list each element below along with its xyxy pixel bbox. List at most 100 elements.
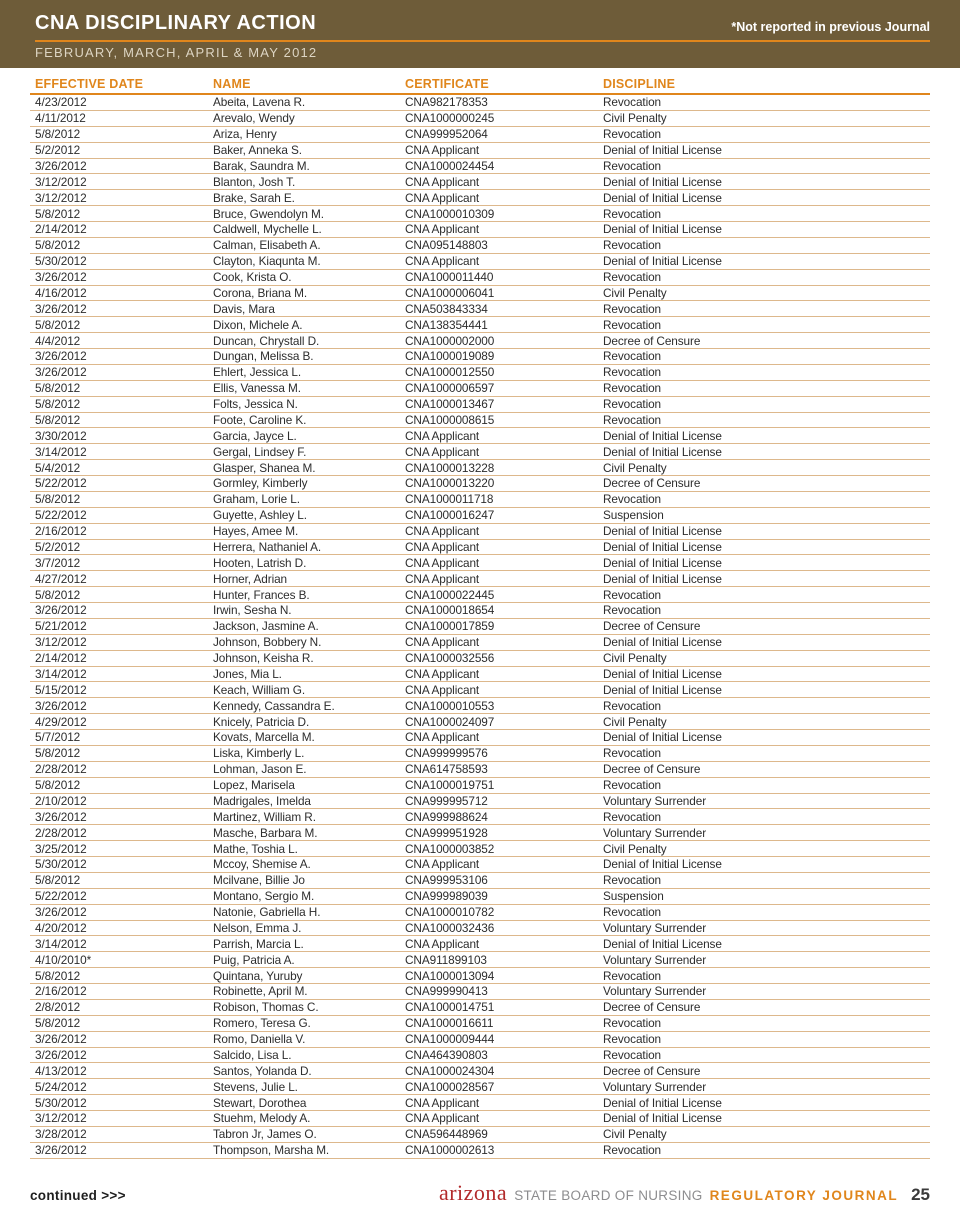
cell-effective-date: 5/8/2012: [35, 968, 81, 983]
cell-discipline: Voluntary Surrender: [603, 1079, 707, 1094]
cell-discipline: Civil Penalty: [603, 285, 667, 300]
cell-certificate: CNA Applicant: [405, 524, 480, 539]
cell-certificate: CNA503843334: [405, 301, 488, 316]
cell-discipline: Denial of Initial License: [603, 174, 722, 189]
cell-effective-date: 5/22/2012: [35, 476, 87, 491]
cell-name: Kennedy, Cassandra E.: [213, 698, 335, 713]
cell-name: Dixon, Michele A.: [213, 317, 303, 332]
table-row: 4/16/2012 Corona, Briana M. CNA1000006041 C…: [30, 286, 930, 302]
cell-certificate: CNA1000010782: [405, 905, 495, 920]
cell-effective-date: 4/10/2010*: [35, 952, 92, 967]
cell-effective-date: 3/26/2012: [35, 698, 87, 713]
cell-certificate: CNA1000002613: [405, 1143, 495, 1158]
cell-discipline: Revocation: [603, 365, 662, 380]
header-rule: [35, 40, 930, 42]
table-row: 5/8/2012 Quintana, Yuruby CNA1000013094 Rev…: [30, 968, 930, 984]
table-row: 4/20/2012 Nelson, Emma J. CNA1000032436 Vol…: [30, 921, 930, 937]
cell-certificate: CNA Applicant: [405, 190, 480, 205]
table-row: 2/14/2012 Caldwell, Mychelle L. CNA Applic…: [30, 222, 930, 238]
cell-name: Robinette, April M.: [213, 984, 308, 999]
cell-name: Davis, Mara: [213, 301, 275, 316]
table-row: 2/14/2012 Johnson, Keisha R. CNA1000032556…: [30, 651, 930, 667]
table-row: 5/30/2012 Stewart, Dorothea CNA Applicant D…: [30, 1095, 930, 1111]
cell-certificate: CNA1000032436: [405, 920, 495, 935]
cell-certificate: CNA999953106: [405, 873, 488, 888]
cell-discipline: Denial of Initial License: [603, 635, 722, 650]
cell-certificate: CNA1000002000: [405, 333, 495, 348]
cell-effective-date: 5/2/2012: [35, 143, 81, 158]
page-footer: continued >>> arizona STATE BOARD OF NUR…: [30, 1180, 930, 1206]
cell-name: Gergal, Lindsey F.: [213, 444, 307, 459]
cell-name: Lopez, Marisela: [213, 778, 295, 793]
cell-discipline: Denial of Initial License: [603, 1111, 722, 1126]
cell-name: Duncan, Chrystall D.: [213, 333, 320, 348]
cell-discipline: Decree of Censure: [603, 333, 701, 348]
cell-discipline: Denial of Initial License: [603, 936, 722, 951]
table-body: 4/23/2012 Abeita, Lavena R. CNA982178353 Re…: [30, 95, 930, 1159]
cell-name: Robison, Thomas C.: [213, 1000, 319, 1015]
cell-name: Santos, Yolanda D.: [213, 1063, 312, 1078]
cell-name: Johnson, Keisha R.: [213, 651, 314, 666]
table-row: 5/8/2012 Ellis, Vanessa M. CNA1000006597 Re…: [30, 381, 930, 397]
table-row: 5/8/2012 Ariza, Henry CNA999952064 Revocati…: [30, 127, 930, 143]
cell-discipline: Voluntary Surrender: [603, 825, 707, 840]
cell-certificate: CNA Applicant: [405, 635, 480, 650]
cell-discipline: Denial of Initial License: [603, 254, 722, 269]
cell-discipline: Denial of Initial License: [603, 539, 722, 554]
cell-discipline: Denial of Initial License: [603, 524, 722, 539]
table-row: 3/12/2012 Blanton, Josh T. CNA Applicant De…: [30, 174, 930, 191]
cell-name: Lohman, Jason E.: [213, 762, 307, 777]
cell-discipline: Revocation: [603, 206, 662, 221]
cell-discipline: Civil Penalty: [603, 111, 667, 126]
table-row: 4/27/2012 Horner, Adrian CNA Applicant Deni…: [30, 571, 930, 588]
cell-certificate: CNA Applicant: [405, 730, 480, 745]
cell-discipline: Denial of Initial License: [603, 444, 722, 459]
table-row: 3/26/2012 Martinez, William R. CNA99998862…: [30, 809, 930, 826]
cell-effective-date: 5/8/2012: [35, 587, 81, 602]
cell-discipline: Revocation: [603, 1143, 662, 1158]
cell-certificate: CNA1000016247: [405, 508, 495, 523]
cell-effective-date: 5/7/2012: [35, 730, 81, 745]
table-row: 4/10/2010* Puig, Patricia A. CNA911899103 V…: [30, 952, 930, 969]
cell-certificate: CNA464390803: [405, 1047, 488, 1062]
table-row: 2/8/2012 Robison, Thomas C. CNA1000014751 D…: [30, 1000, 930, 1016]
cell-name: Masche, Barbara M.: [213, 825, 318, 840]
cell-name: Stevens, Julie L.: [213, 1079, 298, 1094]
cell-effective-date: 3/7/2012: [35, 555, 81, 570]
table-row: 3/26/2012 Dungan, Melissa B. CNA1000019089…: [30, 349, 930, 365]
cell-certificate: CNA1000018654: [405, 603, 495, 618]
cell-discipline: Revocation: [603, 968, 662, 983]
cell-name: Nelson, Emma J.: [213, 920, 302, 935]
column-header-name: NAME: [213, 77, 251, 91]
cell-name: Brake, Sarah E.: [213, 190, 295, 205]
cell-effective-date: 3/14/2012: [35, 444, 87, 459]
cell-discipline: Voluntary Surrender: [603, 920, 707, 935]
cell-name: Hunter, Frances B.: [213, 587, 310, 602]
cell-certificate: CNA Applicant: [405, 666, 480, 681]
cell-certificate: CNA Applicant: [405, 143, 480, 158]
table-row: 5/8/2012 Foote, Caroline K. CNA1000008615 R…: [30, 413, 930, 429]
cell-discipline: Suspension: [603, 889, 664, 904]
cell-discipline: Civil Penalty: [603, 841, 667, 856]
cell-effective-date: 3/14/2012: [35, 936, 87, 951]
cell-effective-date: 5/22/2012: [35, 889, 87, 904]
cell-discipline: Voluntary Surrender: [603, 793, 707, 808]
cell-effective-date: 5/8/2012: [35, 206, 81, 221]
table-row: 3/28/2012 Tabron Jr, James O. CNA596448969…: [30, 1127, 930, 1143]
brand-board-label: STATE BOARD OF NURSING: [514, 1188, 703, 1203]
continued-label: continued >>>: [30, 1188, 126, 1203]
table-row: 3/12/2012 Stuehm, Melody A. CNA Applicant D…: [30, 1111, 930, 1127]
cell-certificate: CNA1000012550: [405, 365, 495, 380]
table-row: 3/7/2012 Hooten, Latrish D. CNA Applicant D…: [30, 555, 930, 572]
cell-discipline: Denial of Initial License: [603, 428, 722, 443]
table-row: 5/8/2012 Graham, Lorie L. CNA1000011718 Rev…: [30, 492, 930, 508]
cell-name: Baker, Anneka S.: [213, 143, 302, 158]
table-row: 5/8/2012 Folts, Jessica N. CNA1000013467 Re…: [30, 397, 930, 413]
table-row: 3/26/2012 Cook, Krista O. CNA1000011440 Rev…: [30, 270, 930, 286]
cell-name: Stuehm, Melody A.: [213, 1111, 311, 1126]
cell-certificate: CNA1000032556: [405, 651, 495, 666]
cell-certificate: CNA Applicant: [405, 1111, 480, 1126]
table-row: 3/26/2012 Ehlert, Jessica L. CNA1000012550…: [30, 365, 930, 381]
cell-certificate: CNA Applicant: [405, 936, 480, 951]
cell-name: Bruce, Gwendolyn M.: [213, 206, 324, 221]
